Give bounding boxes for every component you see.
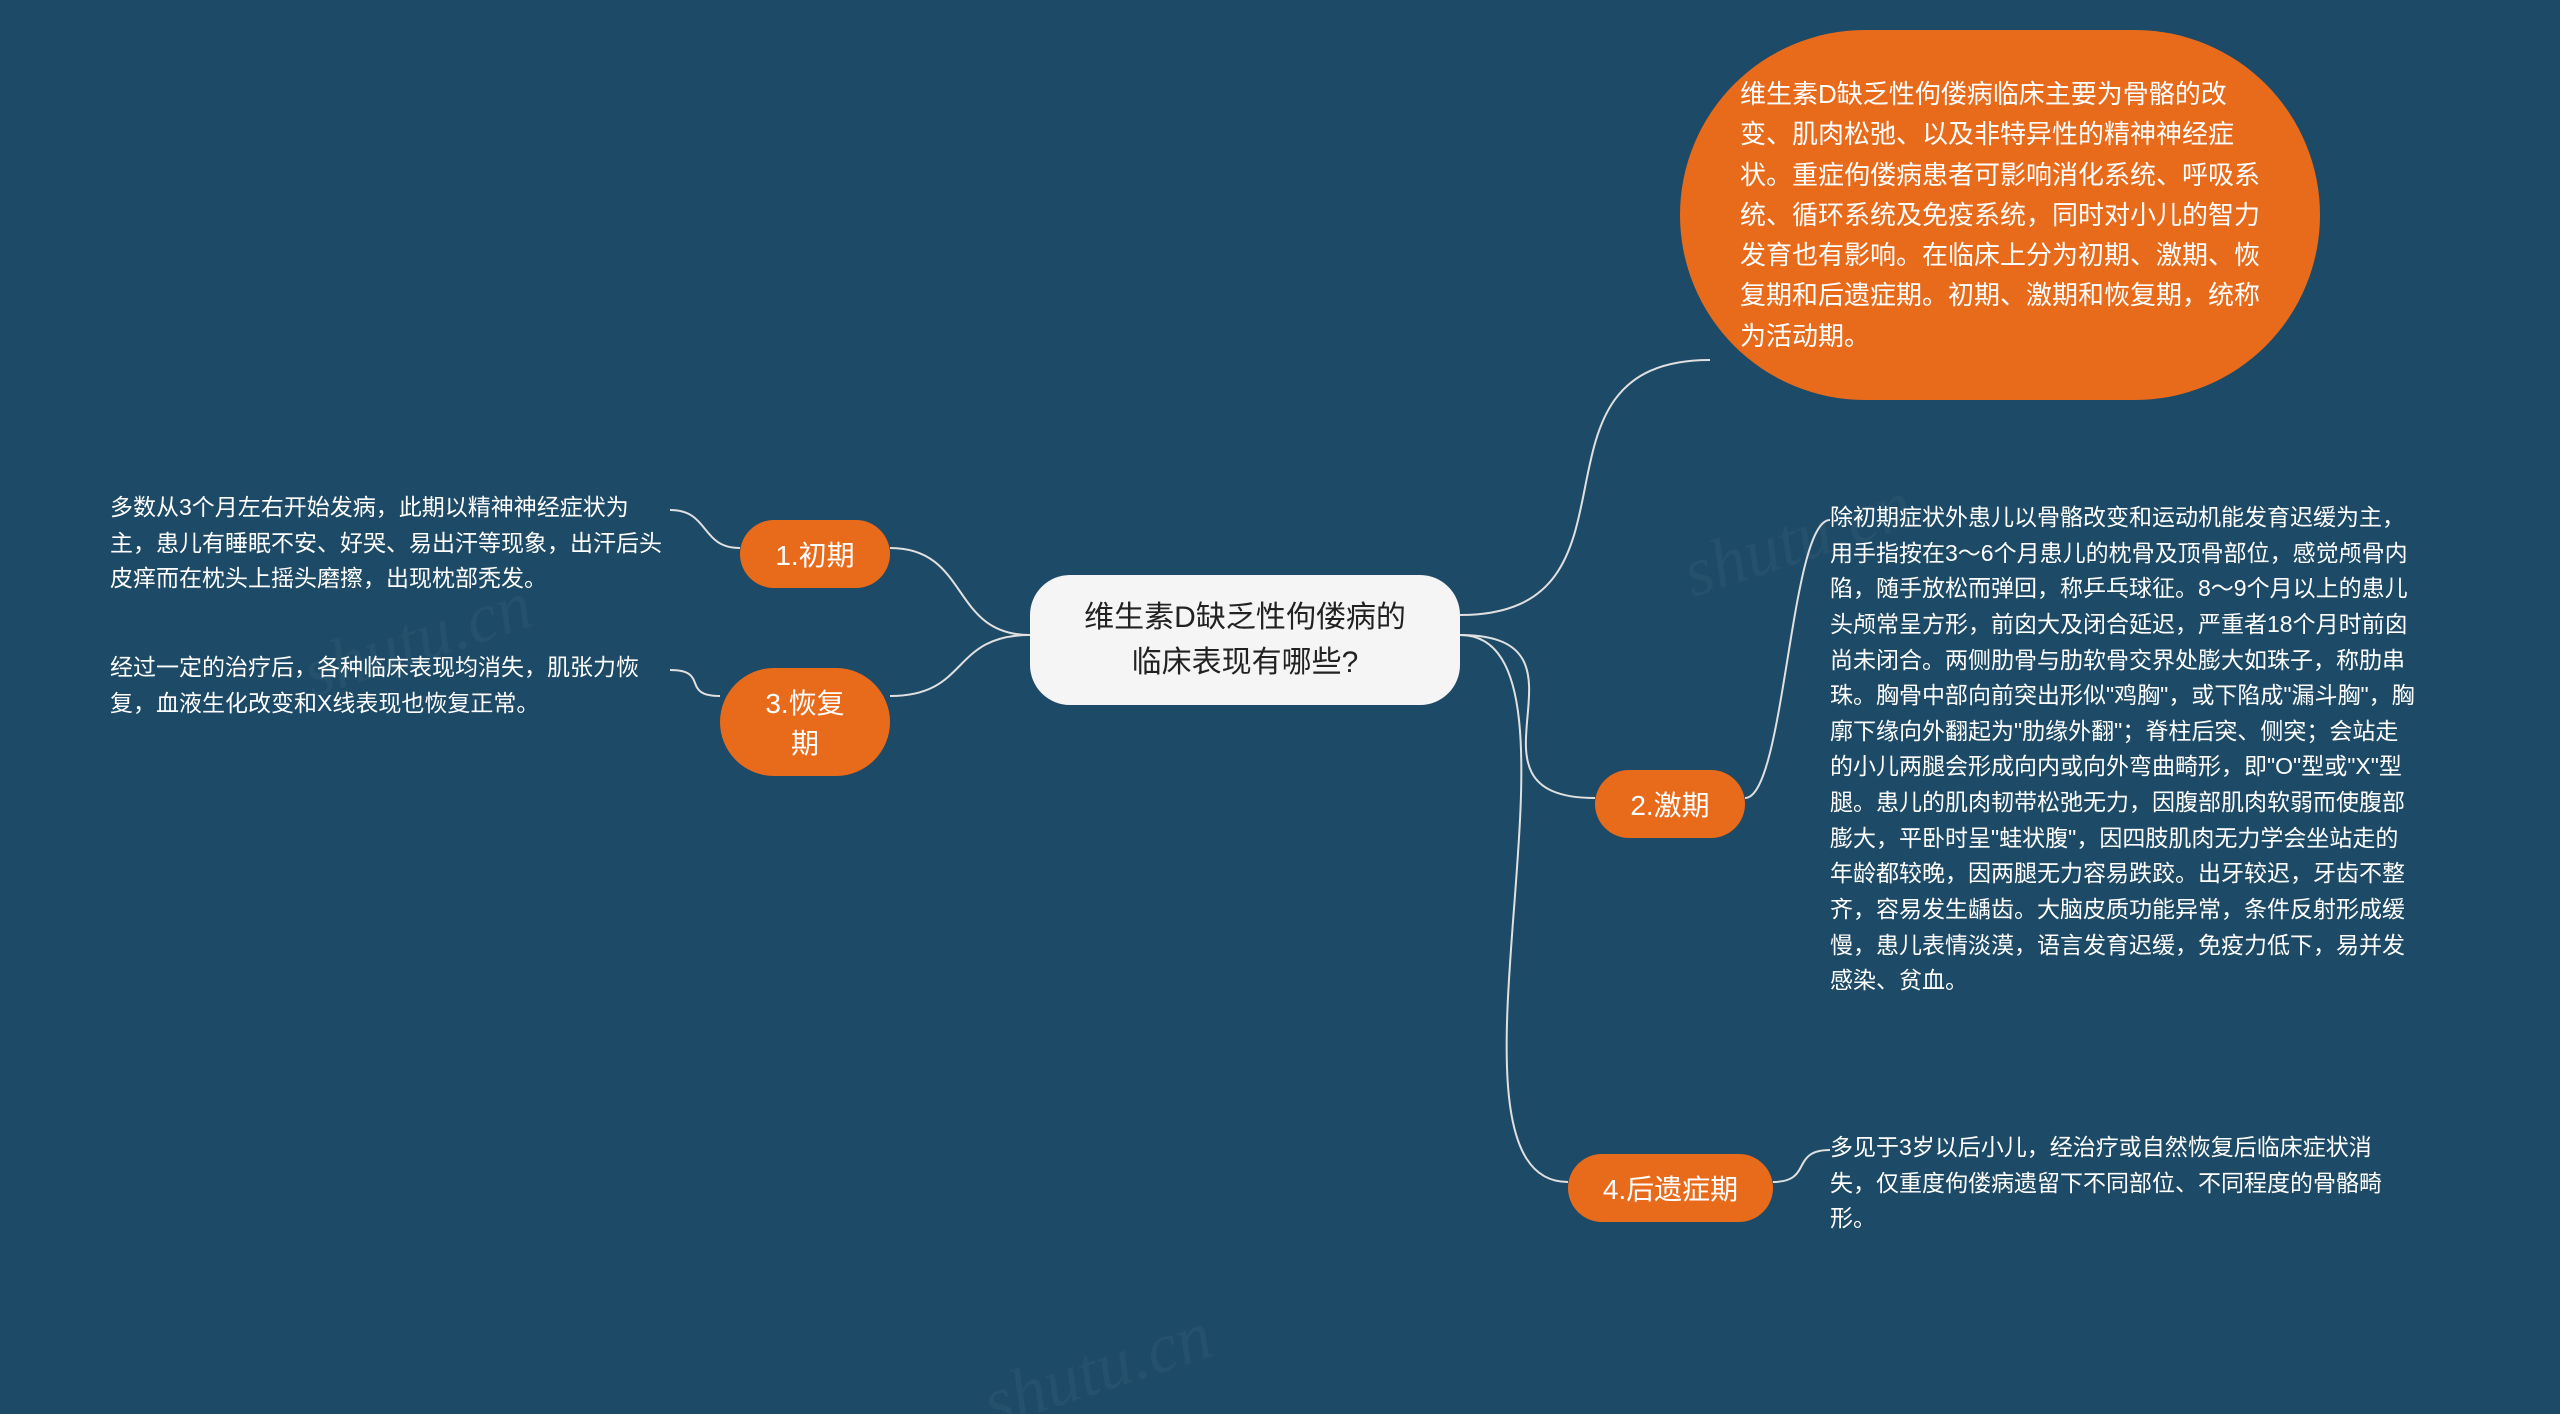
connector: [1460, 360, 1710, 615]
connector: [1745, 520, 1830, 798]
leaf-l3: 经过一定的治疗后，各种临床表现均消失，肌张力恢复，血液生化改变和X线表现也恢复正…: [110, 650, 670, 721]
leaf-l1-text: 多数从3个月左右开始发病，此期以精神神经症状为主，患儿有睡眠不安、好哭、易出汗等…: [110, 490, 670, 597]
branch-b3: 3.恢复期: [720, 668, 890, 776]
leaf-l2: 除初期症状外患儿以骨骼改变和运动机能发育迟缓为主，用手指按在3～6个月患儿的枕骨…: [1830, 500, 2420, 999]
intro-text: 维生素D缺乏性佝偻病临床主要为骨骼的改变、肌肉松弛、以及非特异性的精神神经症状。…: [1740, 74, 2260, 356]
connector: [670, 670, 720, 696]
connector: [670, 510, 740, 548]
leaf-l2-text: 除初期症状外患儿以骨骼改变和运动机能发育迟缓为主，用手指按在3～6个月患儿的枕骨…: [1830, 500, 2420, 999]
connector: [1773, 1150, 1830, 1182]
branch-b2-label: 2.激期: [1630, 784, 1709, 824]
branch-b2: 2.激期: [1595, 770, 1745, 838]
intro-node: 维生素D缺乏性佝偻病临床主要为骨骼的改变、肌肉松弛、以及非特异性的精神神经症状。…: [1680, 30, 2320, 400]
center-node: 维生素D缺乏性佝偻病的 临床表现有哪些?: [1030, 575, 1460, 705]
branch-b1: 1.初期: [740, 520, 890, 588]
connector: [890, 548, 1030, 635]
connector: [890, 635, 1030, 696]
leaf-l3-text: 经过一定的治疗后，各种临床表现均消失，肌张力恢复，血液生化改变和X线表现也恢复正…: [110, 650, 670, 721]
branch-b4-label: 4.后遗症期: [1603, 1168, 1738, 1208]
leaf-l4-text: 多见于3岁以后小儿，经治疗或自然恢复后临床症状消失，仅重度佝偻病遗留下不同部位、…: [1830, 1130, 2400, 1237]
leaf-l4: 多见于3岁以后小儿，经治疗或自然恢复后临床症状消失，仅重度佝偻病遗留下不同部位、…: [1830, 1130, 2400, 1237]
branch-b1-label: 1.初期: [775, 534, 854, 574]
leaf-l1: 多数从3个月左右开始发病，此期以精神神经症状为主，患儿有睡眠不安、好哭、易出汗等…: [110, 490, 670, 597]
branch-b4: 4.后遗症期: [1568, 1154, 1773, 1222]
connector: [1460, 635, 1595, 798]
center-node-label: 维生素D缺乏性佝偻病的 临床表现有哪些?: [1084, 595, 1406, 685]
branch-b3-label: 3.恢复期: [754, 682, 856, 762]
mindmap-canvas: shutu.cnshutu.cnshutu.cn维生素D缺乏性佝偻病的 临床表现…: [0, 0, 2560, 1414]
connector: [1460, 635, 1568, 1182]
